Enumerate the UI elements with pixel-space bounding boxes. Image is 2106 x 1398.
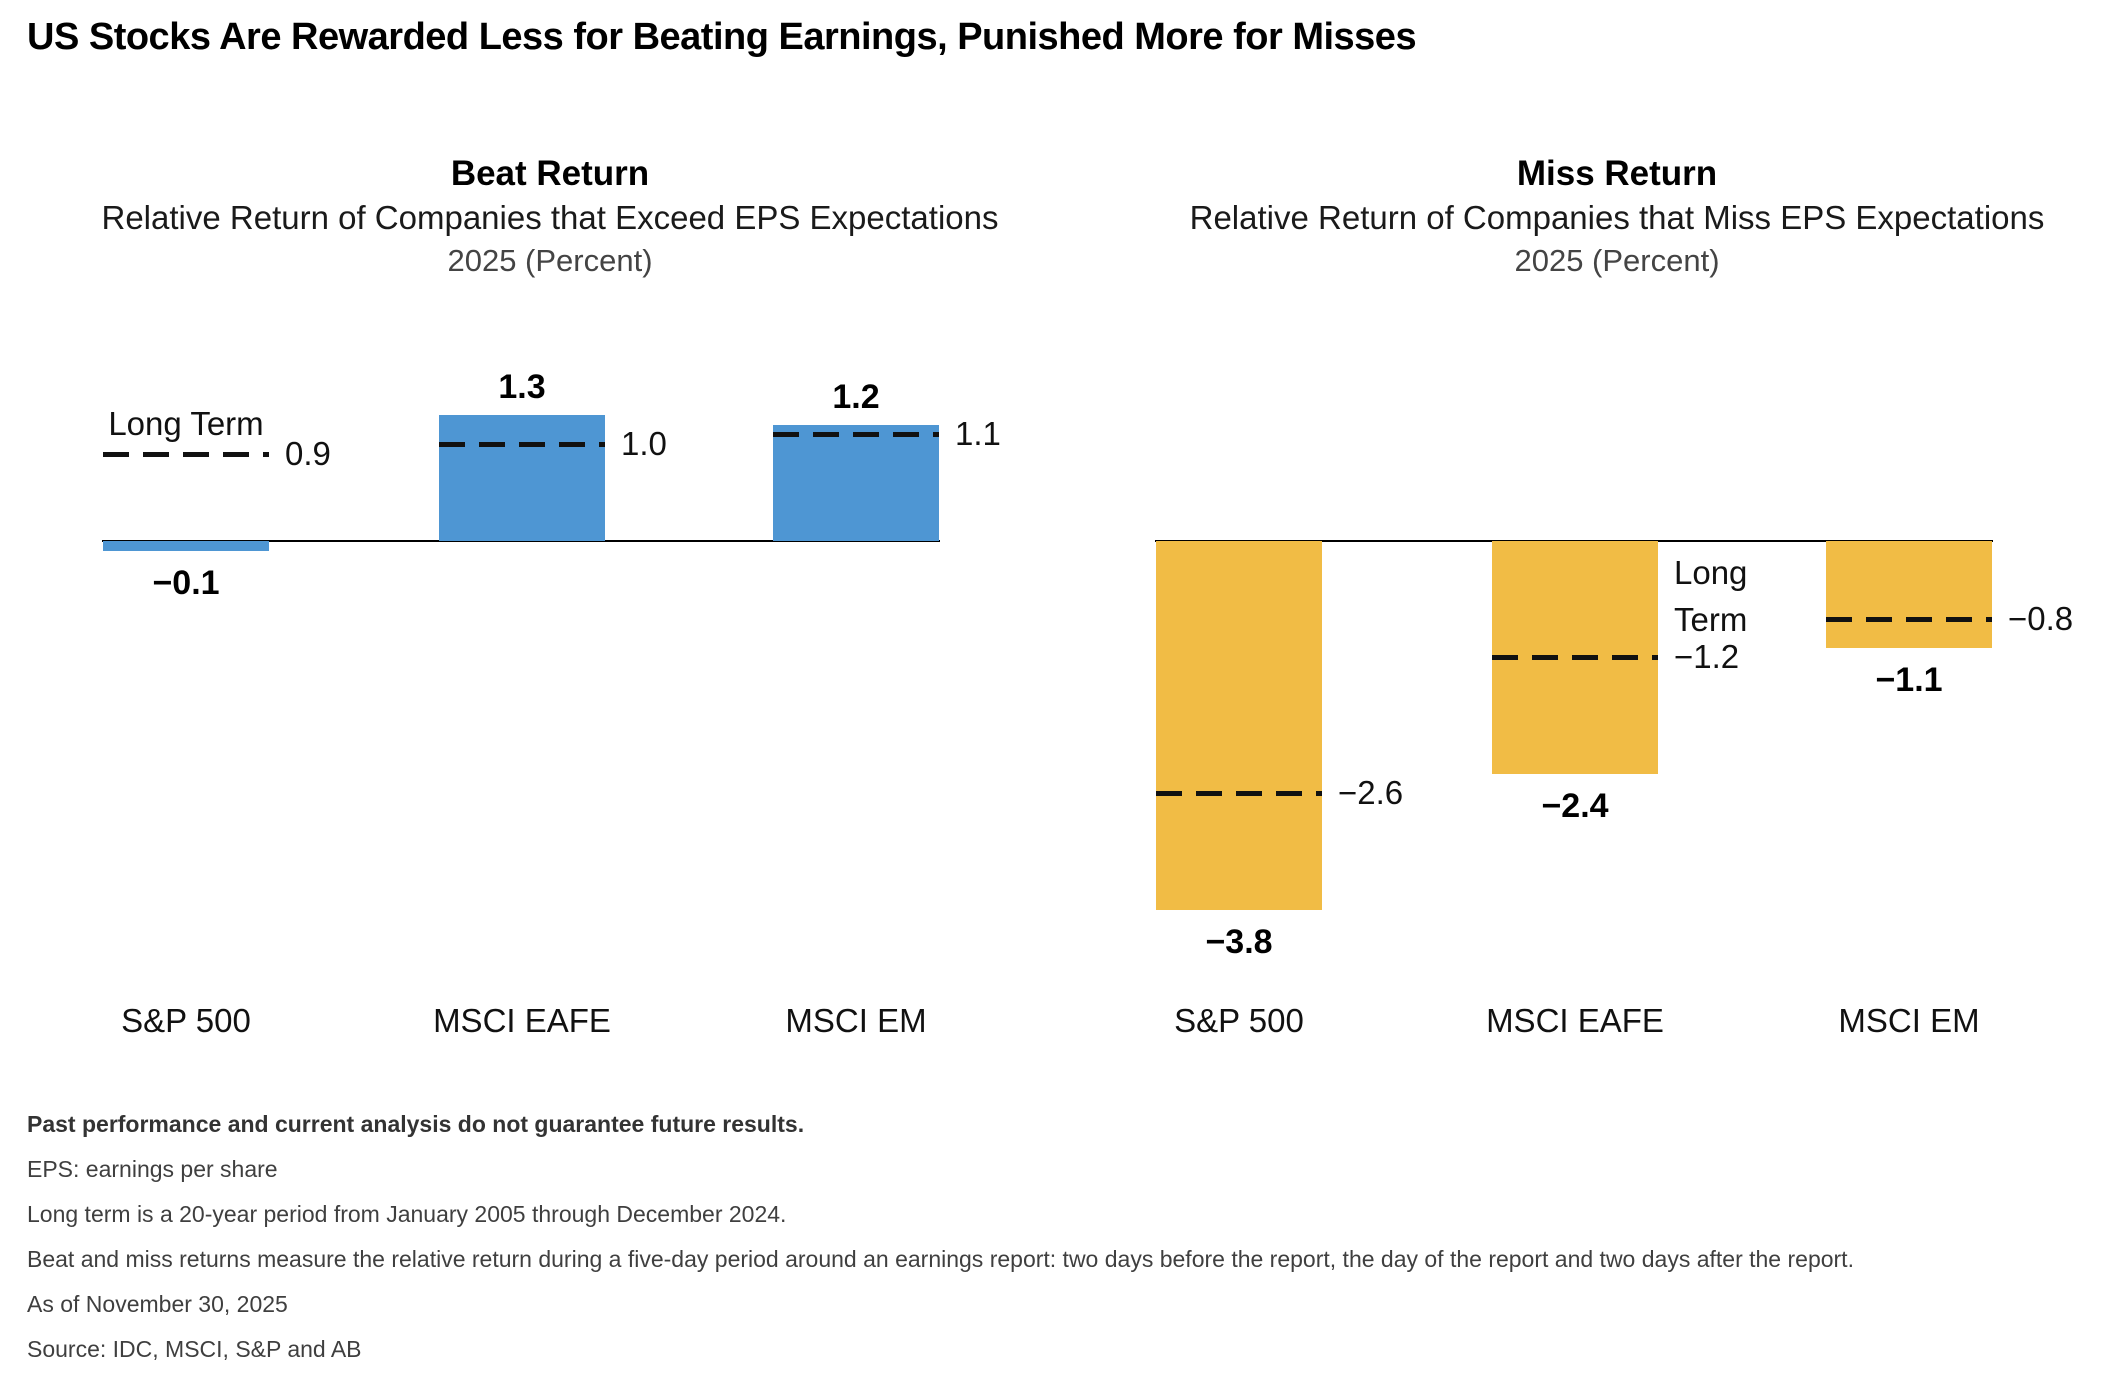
long-term-annotation: Long Term [108,404,264,442]
long-term-dash-line [1156,791,1322,797]
beat-return-subtitle: Relative Return of Companies that Exceed… [101,199,999,236]
long-term-dash-line [1492,655,1658,661]
bar [1826,541,1992,648]
long-term-value-label: 0.9 [285,434,331,472]
footnote-disclaimer: Past performance and current analysis do… [27,1111,805,1137]
bar [103,541,269,551]
footnote-line: As of November 30, 2025 [27,1291,288,1317]
page-title: US Stocks Are Rewarded Less for Beating … [27,16,1417,58]
miss-return-subtitle: Relative Return of Companies that Miss E… [1189,199,2045,236]
bar-value-label: −0.1 [152,563,220,602]
footnote-line: Beat and miss returns measure the relati… [27,1246,1854,1272]
category-label: MSCI EAFE [433,1002,611,1039]
footnote-line: Long term is a 20-year period from Janua… [27,1201,787,1227]
long-term-dash-line [439,442,605,447]
category-label: S&P 500 [121,1002,251,1039]
bar-value-label: −3.8 [1205,922,1273,961]
beat-return-period: 2025 (Percent) [447,243,653,278]
long-term-value-label: −2.6 [1338,774,1404,812]
beat-return-header: Beat Return Relative Return of Companies… [20,152,1080,282]
long-term-value-label: 1.0 [621,425,667,462]
beat-return-chart: −0.1 0.9 S&P 500 1.3 1.0 MSCI EAFE 1.2 1.1 MSCI … [102,250,1001,1070]
bar [773,424,939,541]
bar-value-label: 1.3 [498,367,546,406]
category-label: S&P 500 [1174,1002,1304,1039]
footnotes: Past performance and current analysis do… [27,1112,2077,1382]
long-term-value-label: −1.2 [1674,638,1740,676]
miss-return-title: Miss Return [1516,154,1718,193]
bar-value-label: −1.1 [1875,660,1943,699]
footnote-line: EPS: earnings per share [27,1156,278,1182]
long-term-value-label: −0.8 [2008,599,2074,637]
long-term-value-label: 1.1 [955,415,1001,453]
category-label: MSCI EM [785,1002,927,1039]
beat-return-title: Beat Return [450,154,650,193]
long-term-dash-line [773,432,939,438]
bar [1156,541,1322,910]
zero-line [102,540,940,542]
long-term-dash-line [1826,616,1992,622]
footnote-line: Source: IDC, MSCI, S&P and AB [27,1336,362,1362]
category-label: MSCI EM [1838,1002,1980,1039]
long-term-dash-line [103,451,269,457]
miss-return-header: Miss Return Relative Return of Companies… [1128,152,2106,282]
miss-return-period: 2025 (Percent) [1514,243,1720,278]
category-label: MSCI EAFE [1486,1002,1664,1039]
bar-value-label: −2.4 [1541,786,1609,825]
bar-value-label: 1.2 [832,377,880,416]
long-term-annotation: Long Term [1674,554,1748,639]
miss-return-chart: −3.8 −2.6 S&P 500 −2.4 −1.2 MSCI EAFE −1.1 −0.8… [1155,250,2073,1070]
bar [439,414,605,541]
